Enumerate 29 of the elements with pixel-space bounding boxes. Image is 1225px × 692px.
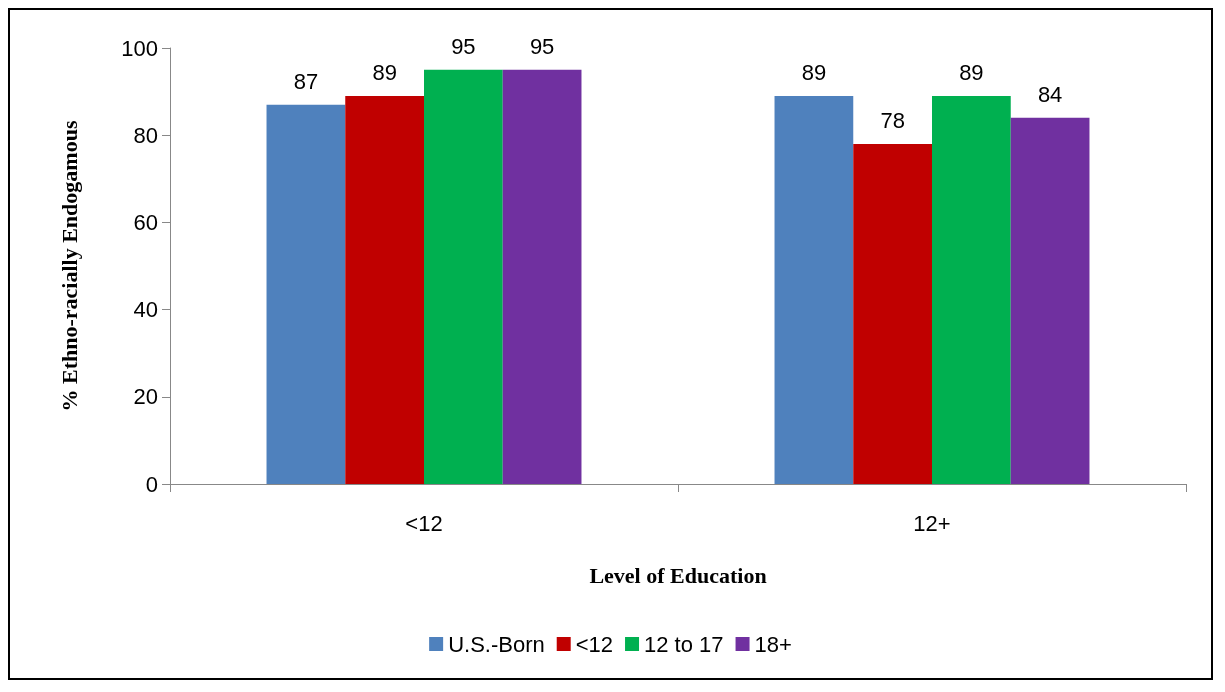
data-label: 78 [880,108,905,134]
y-tick-label: 0 [145,471,158,497]
legend-label: 12 to 17 [644,631,724,657]
bar [266,104,346,484]
bar [1010,117,1090,484]
data-label: 89 [959,60,984,86]
data-label: 84 [1037,82,1063,108]
data-label: 89 [372,60,397,86]
y-tick-label: 20 [133,384,158,410]
x-tick-label: 12+ [913,510,951,536]
bar [774,95,854,484]
legend-label: <12 [575,631,614,657]
y-axis-title: % Ethno-racially Endogamous [56,120,82,412]
bar [853,143,932,484]
bar [502,69,582,484]
data-label: 87 [293,69,319,95]
data-label: 95 [451,34,476,60]
legend-label: U.S.-Born [448,631,545,657]
bar [932,95,1011,484]
data-label: 95 [529,34,555,60]
y-tick-label: 60 [133,209,158,235]
legend-label: 18+ [754,631,792,657]
y-tick-label: 80 [133,122,158,148]
y-tick-label: 100 [121,35,158,61]
y-tick-label: 40 [133,297,158,323]
bar [424,69,503,484]
data-label: 89 [801,60,827,86]
x-axis-title: Level of Education [589,562,767,588]
bar [345,95,424,484]
